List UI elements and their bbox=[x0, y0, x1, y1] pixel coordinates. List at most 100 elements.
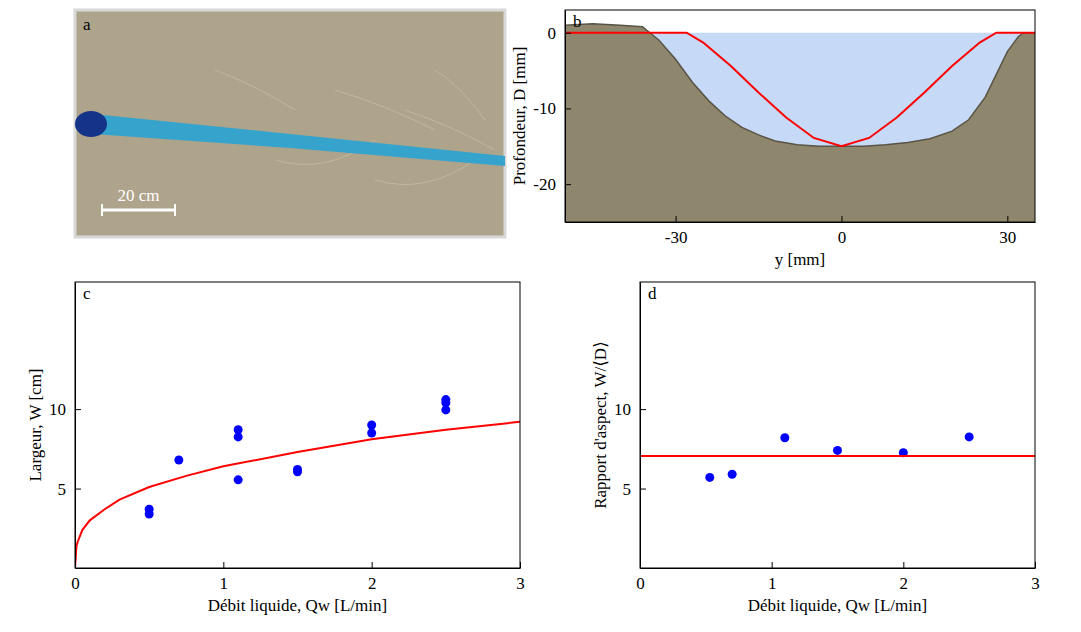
tick-label: -10 bbox=[533, 99, 556, 118]
point bbox=[367, 428, 376, 437]
texture-line bbox=[215, 70, 295, 110]
point bbox=[728, 470, 737, 479]
tick-label: 3 bbox=[1031, 574, 1040, 593]
tick-mark bbox=[903, 562, 904, 568]
tick: 3 bbox=[516, 562, 525, 593]
panel-plot: 0 1 2 3 5 10 Débit liquide, Qw [L/min] Largeur,… bbox=[26, 282, 525, 615]
tick-label: 2 bbox=[900, 574, 909, 593]
tick: 10 bbox=[614, 400, 646, 419]
tick: 2 bbox=[900, 562, 909, 593]
tick: 3 bbox=[1031, 562, 1040, 593]
panel-image: 20 cma bbox=[75, 10, 505, 237]
tick-label: 30 bbox=[999, 228, 1016, 247]
area-edge bbox=[565, 24, 1035, 147]
x-axis-line bbox=[641, 568, 1036, 569]
x-axis-title: Débit liquide, Qw [L/min] bbox=[208, 596, 387, 615]
tick: 10 bbox=[49, 400, 81, 419]
plot-area bbox=[75, 395, 520, 568]
panel-plot: 0123510Débit liquide, Qw [L/min]Rapport … bbox=[591, 282, 1040, 615]
tick-mark bbox=[565, 33, 571, 34]
tick-label: 0 bbox=[838, 228, 847, 247]
tick-mark bbox=[640, 489, 646, 490]
plot-background bbox=[75, 282, 520, 568]
x-axis-title: Débit liquide, Qw [L/min] bbox=[748, 596, 927, 615]
tick-label: 10 bbox=[614, 400, 631, 419]
panel-letter: a bbox=[83, 15, 91, 34]
line bbox=[75, 422, 520, 568]
tick-label: 0 bbox=[71, 574, 80, 593]
tick: 1 bbox=[220, 562, 229, 593]
tick: 1 bbox=[768, 562, 777, 593]
texture-line bbox=[335, 90, 435, 130]
tick-mark bbox=[1007, 216, 1008, 222]
tick: 2 bbox=[368, 562, 377, 593]
panel-letter: d bbox=[648, 284, 657, 303]
point bbox=[833, 446, 842, 455]
photo-inlet bbox=[75, 111, 107, 137]
tick: 5 bbox=[58, 479, 82, 498]
tick-mark bbox=[75, 409, 81, 410]
tick-mark bbox=[676, 216, 677, 222]
y-axis: 5 10 bbox=[49, 283, 81, 569]
y-axis: -20 -10 0 bbox=[533, 11, 571, 223]
point bbox=[174, 455, 183, 464]
point bbox=[965, 432, 974, 441]
point bbox=[293, 467, 302, 476]
tick-mark bbox=[640, 409, 646, 410]
x-axis: -30 0 30 bbox=[566, 216, 1036, 247]
panel-plot: -30030-20-100y [mm]Profondeur, D [mm]b bbox=[510, 10, 1035, 269]
y-axis: 5 10 bbox=[614, 283, 646, 569]
tick-label: 3 bbox=[516, 574, 525, 593]
tick-label: 1 bbox=[768, 574, 777, 593]
plot-background bbox=[565, 10, 1035, 222]
point bbox=[441, 405, 450, 414]
tick-label: 2 bbox=[368, 574, 377, 593]
y-axis-title: Largeur, W [cm] bbox=[26, 368, 45, 481]
tick-mark bbox=[75, 489, 81, 490]
tick-label: -20 bbox=[533, 175, 556, 194]
frame bbox=[75, 282, 520, 568]
tick-label: 10 bbox=[49, 400, 66, 419]
figure-svg: 20 cma-30030-20-100y [mm]Profondeur, D [… bbox=[0, 0, 1081, 632]
point bbox=[234, 432, 243, 441]
plot-area bbox=[640, 432, 1035, 482]
point bbox=[780, 433, 789, 442]
frame bbox=[640, 282, 1035, 568]
y-axis-title: Rapport d'aspect, W/⟨D⟩ bbox=[591, 341, 610, 509]
y-axis-title: Profondeur, D [mm] bbox=[510, 47, 529, 186]
tick: 30 bbox=[999, 216, 1016, 247]
line bbox=[565, 33, 1035, 147]
photo-channel bbox=[93, 114, 505, 166]
texture-line bbox=[375, 160, 475, 185]
tick-label: 5 bbox=[623, 479, 632, 498]
frame bbox=[565, 10, 1035, 222]
tick-label: 0 bbox=[548, 24, 557, 43]
y-axis-line bbox=[565, 11, 566, 223]
plot-background bbox=[640, 282, 1035, 568]
y-axis-line bbox=[640, 283, 641, 569]
tick-label: -30 bbox=[665, 228, 688, 247]
texture-line bbox=[435, 70, 485, 120]
tick-mark bbox=[772, 562, 773, 568]
x-axis-line bbox=[566, 222, 1036, 223]
panel-letter: c bbox=[83, 284, 91, 303]
tick-label: 5 bbox=[58, 479, 67, 498]
y-axis-line bbox=[75, 283, 76, 569]
tick-mark bbox=[372, 562, 373, 568]
tick-mark bbox=[841, 216, 842, 222]
tick-mark bbox=[223, 562, 224, 568]
x-axis-line bbox=[76, 568, 521, 569]
tick-mark bbox=[565, 184, 571, 185]
scale-bar-end bbox=[174, 204, 176, 216]
tick: -10 bbox=[533, 99, 571, 118]
figure: 20 cma-30030-20-100y [mm]Profondeur, D [… bbox=[0, 0, 1081, 632]
tick: 0 bbox=[548, 24, 572, 43]
tick: 5 bbox=[623, 479, 647, 498]
point bbox=[234, 475, 243, 484]
tick: -30 bbox=[665, 216, 688, 247]
x-axis: 0 1 2 3 bbox=[71, 562, 525, 593]
x-axis: 0123 bbox=[636, 562, 1040, 593]
tick-mark bbox=[565, 108, 571, 109]
plot-area bbox=[565, 24, 1035, 222]
x-axis-title: y [mm] bbox=[775, 250, 826, 269]
